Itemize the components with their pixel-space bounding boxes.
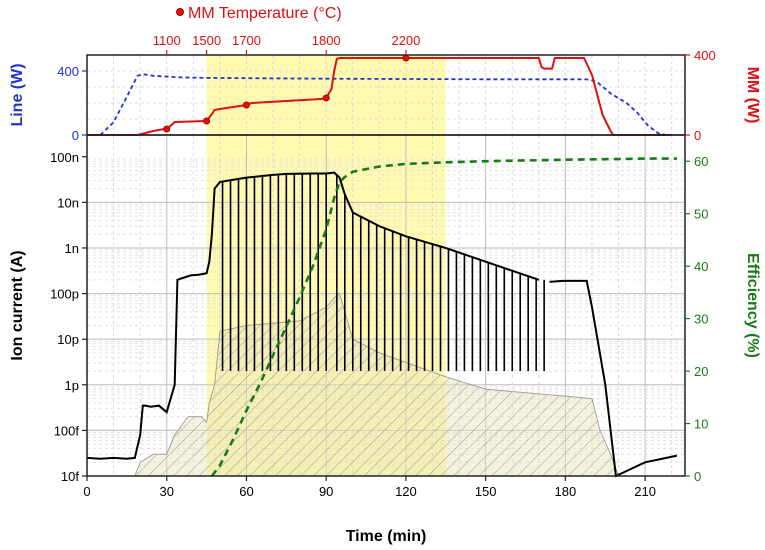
temperature-tick-label: 1100: [153, 33, 181, 48]
top-panel-series: [87, 54, 672, 136]
mm-power-line: [87, 57, 672, 136]
ion-tick-label: 1n: [65, 241, 79, 256]
x-tick-label: 90: [319, 484, 333, 499]
bottom-panel-frame: [86, 134, 686, 477]
x-tick-label: 180: [555, 484, 577, 499]
efficiency-tick-label: 30: [694, 312, 708, 327]
ion-tick-label: 100f: [54, 423, 80, 438]
efficiency-tick-label: 10: [694, 417, 708, 432]
ion-tick-label: 100n: [50, 150, 79, 165]
temperature-tick-label: 1500: [192, 33, 221, 48]
line-power-tick-label: 0: [72, 128, 79, 143]
temperature-tick-label: 1700: [232, 33, 261, 48]
temperature-tick-label: 2200: [391, 33, 420, 48]
top-panel-grid: [86, 55, 685, 135]
mm-temperature-marker: [242, 101, 250, 109]
mm-temperature-marker: [163, 125, 171, 133]
ion-current-axis-title: Ion current (A): [9, 250, 26, 360]
ion-current-line: [86, 171, 540, 460]
mm-temperature-marker: [322, 94, 330, 102]
ion-tick-label: 10p: [57, 332, 79, 347]
ion-tick-label: 1p: [65, 378, 79, 393]
mm-temperature-title: MM Temperature (°C): [188, 5, 342, 22]
efficiency-line: [210, 157, 677, 477]
ion-tick-label: 10n: [57, 195, 79, 210]
mm-power-tick-label: 400: [694, 48, 716, 63]
axes: 0 30 60 90 120 150 180 210 10f 100f 1p 10p 100p 1n 10n…: [50, 33, 716, 499]
time-axis-title: Time (min): [346, 528, 427, 545]
mm-power-axis-title: MM (W): [744, 67, 761, 124]
mm-temperature-marker-icon: [176, 8, 184, 16]
efficiency-tick-label: 60: [694, 154, 708, 169]
efficiency-tick-label: 0: [694, 469, 701, 484]
x-tick-label: 150: [475, 484, 497, 499]
x-tick-label: 60: [239, 484, 253, 499]
ion-tick-label: 10f: [61, 469, 79, 484]
efficiency-tick-label: 20: [694, 364, 708, 379]
efficiency-tick-label: 50: [694, 207, 708, 222]
temperature-tick-label: 1800: [312, 33, 341, 48]
x-tick-label: 210: [634, 484, 656, 499]
ion-tick-label: 100p: [50, 287, 79, 302]
line-power-line: [99, 73, 667, 136]
line-power-tick-label: 400: [57, 64, 79, 79]
line-power-axis-title: Line (W): [9, 63, 26, 126]
mm-temperature-marker: [402, 54, 410, 62]
mm-temperature-marker: [203, 117, 211, 125]
efficiency-axis-title: Efficiency (%): [744, 253, 761, 358]
ion-current-line-tail: [549, 279, 678, 478]
bottom-panel-series: [86, 157, 678, 478]
efficiency-tick-label: 40: [694, 259, 708, 274]
mm-power-tick-label: 0: [694, 128, 701, 143]
x-tick-label: 120: [395, 484, 417, 499]
x-tick-label: 0: [83, 484, 90, 499]
x-tick-label: 30: [159, 484, 173, 499]
